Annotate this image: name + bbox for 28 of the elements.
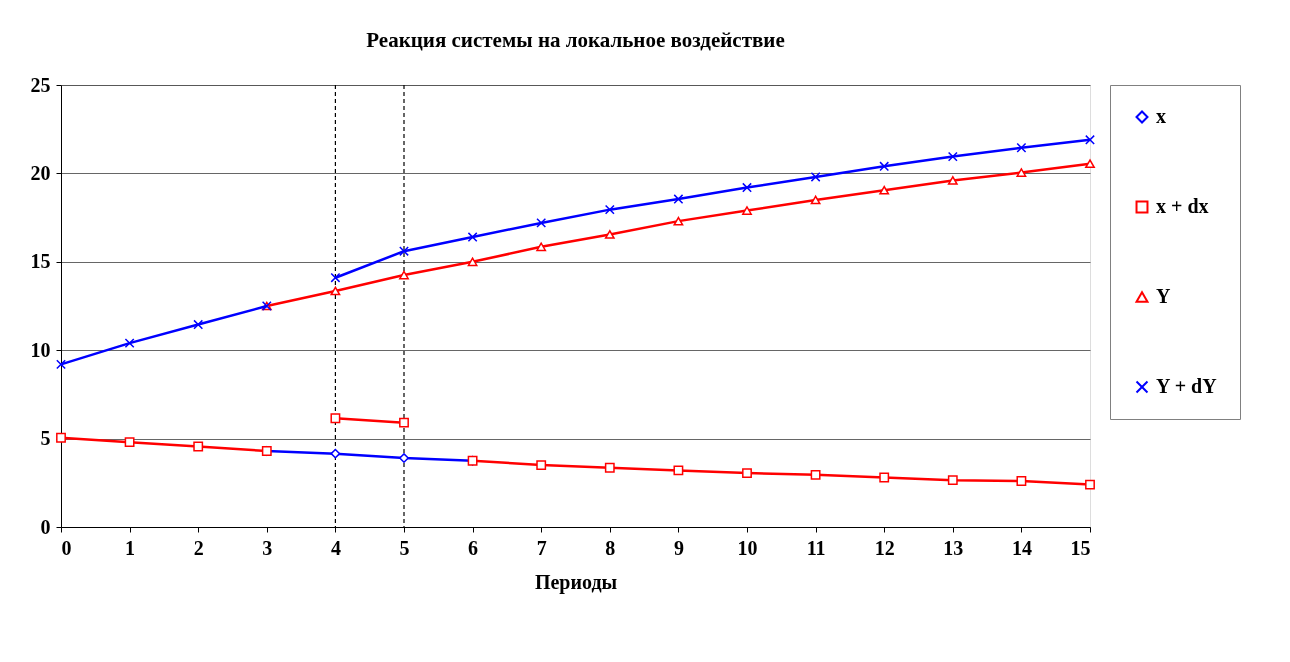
chart-title: Реакция системы на локальное воздействие	[366, 28, 785, 52]
x-tick-label: 13	[943, 536, 964, 559]
y-tick-label: 25	[30, 73, 51, 96]
x-tick-label: 6	[468, 536, 479, 559]
y-tick-label: 10	[30, 338, 51, 361]
x-tick-label: 8	[605, 536, 616, 559]
x-tick-label: 14	[1011, 536, 1032, 559]
x-tick-label: 15	[1070, 536, 1091, 559]
legend-label: Y + dY	[1156, 375, 1218, 397]
x-tick-label: 9	[673, 536, 684, 559]
x-tick-label: 2	[193, 536, 204, 559]
y-tick-label: 15	[30, 250, 51, 273]
x-tick-label: 5	[399, 536, 410, 559]
x-tick-label: 0	[61, 536, 72, 559]
x-tick-label: 3	[262, 536, 273, 559]
x-tick-label: 10	[737, 536, 758, 559]
legend-label: Y	[1156, 285, 1171, 307]
y-tick-label: 0	[40, 515, 51, 538]
x-axis-title: Периоды	[534, 570, 618, 594]
legend-label: x + dx	[1156, 195, 1209, 217]
x-tick-label: 11	[806, 536, 826, 559]
legend-label: x	[1156, 105, 1166, 127]
x-tick-label: 7	[536, 536, 547, 559]
x-tick-label: 1	[125, 536, 136, 559]
y-tick-label: 20	[30, 161, 51, 184]
y-tick-label: 5	[40, 427, 51, 450]
x-tick-label: 12	[874, 536, 895, 559]
x-tick-label: 4	[330, 536, 341, 559]
